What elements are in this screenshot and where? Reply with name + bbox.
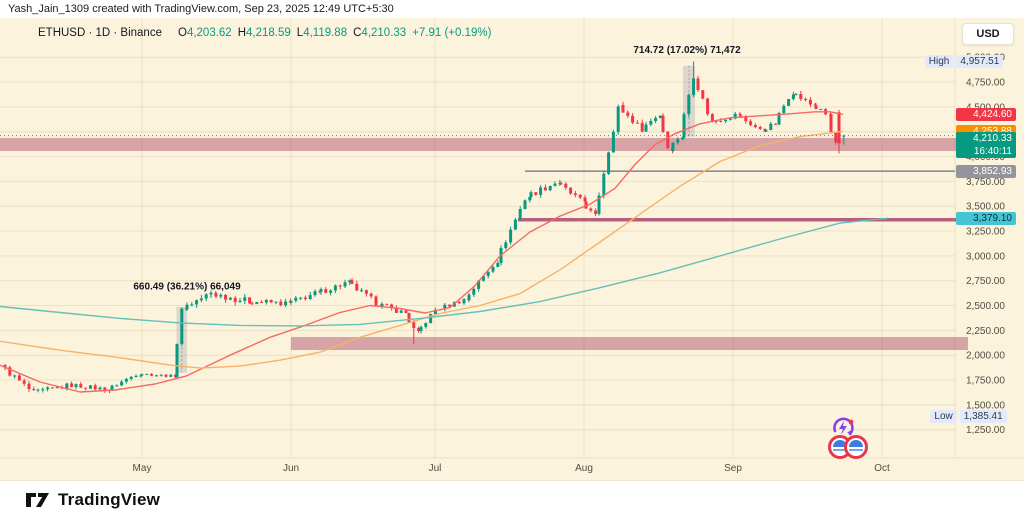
slow-ma — [0, 217, 889, 327]
price-label-last: 4,210.33 16:40:11 — [956, 131, 1016, 158]
svg-text:2,750.00: 2,750.00 — [966, 276, 1005, 287]
svg-text:1,750.00: 1,750.00 — [966, 376, 1005, 387]
price-label-gray: 3,852.93 — [956, 164, 1016, 178]
svg-text:2,500.00: 2,500.00 — [966, 301, 1005, 312]
stickers[interactable] — [828, 417, 868, 459]
price-label-low: Low 1,385.41 — [930, 409, 1007, 423]
tradingview-logo-icon — [26, 493, 49, 507]
attribution-bar: Yash_Jain_1309 created with TradingView.… — [0, 0, 1024, 18]
symbol-legend[interactable]: ETHUSD · 1D · Binance O4,203.62 H4,218.59 L… — [38, 27, 491, 39]
price-range-measurements[interactable]: 660.49 (36.21%) 66,049 714.72 (17.02%) 71… — [133, 45, 741, 373]
zone-rect — [291, 337, 968, 351]
tradingview-brand[interactable]: TradingView — [25, 490, 160, 510]
month-label: Aug — [575, 463, 593, 474]
svg-text:1,250.00: 1,250.00 — [966, 425, 1005, 436]
svg-text:3,750.00: 3,750.00 — [966, 177, 1005, 188]
svg-text:3,500.00: 3,500.00 — [966, 202, 1005, 213]
price-label-ma-fast: 4,424.60 — [956, 107, 1016, 121]
coins-sticker — [828, 435, 868, 459]
zone-rect — [0, 137, 956, 151]
svg-text:2,250.00: 2,250.00 — [966, 326, 1005, 337]
month-label: Sep — [724, 463, 742, 474]
gridlines — [0, 18, 955, 458]
moving-averages — [0, 111, 889, 393]
svg-text:3,000.00: 3,000.00 — [966, 251, 1005, 262]
attribution-text: Yash_Jain_1309 created with TradingView.… — [8, 3, 394, 15]
month-label: Jul — [429, 463, 442, 474]
measure-label: 714.72 (17.02%) 71,472 — [633, 45, 741, 56]
change-value: +7.91 (+0.19%) — [412, 27, 492, 39]
price-label-high: High 4,957.51 — [924, 54, 1004, 68]
svg-text:1,500.00: 1,500.00 — [966, 400, 1005, 411]
brand-text: TradingView — [58, 490, 161, 509]
svg-text:3,250.00: 3,250.00 — [966, 227, 1005, 238]
svg-text:4,750.00: 4,750.00 — [966, 78, 1005, 89]
mid-ma — [0, 130, 844, 369]
horizontal-lines[interactable] — [518, 170, 968, 222]
fast-ma — [0, 111, 844, 393]
supply-demand-zones[interactable] — [0, 137, 968, 351]
measure-label: 660.49 (36.21%) 66,049 — [133, 282, 241, 293]
currency-toggle-button[interactable]: USD — [962, 23, 1014, 45]
footer-bar: TradingView — [0, 480, 1024, 522]
chart-region: 660.49 (36.21%) 66,049 714.72 (17.02%) 71… — [0, 18, 1024, 480]
price-label-ma-slow: 3,379.10 — [956, 211, 1016, 225]
chart-canvas[interactable]: 660.49 (36.21%) 66,049 714.72 (17.02%) 71… — [0, 18, 1024, 480]
thunderbolt-sticker — [833, 417, 854, 436]
month-label: Jun — [283, 463, 299, 474]
svg-text:2,000.00: 2,000.00 — [966, 351, 1005, 362]
time-scale[interactable]: May Jun Jul Aug Sep Oct — [133, 463, 890, 474]
ohlc-values: O4,203.62 H4,218.59 L4,119.88 C4,210.33 — [177, 27, 407, 39]
symbol-descriptor: ETHUSD · 1D · Binance — [38, 27, 162, 39]
month-label: Oct — [874, 463, 890, 474]
month-label: May — [133, 463, 152, 474]
